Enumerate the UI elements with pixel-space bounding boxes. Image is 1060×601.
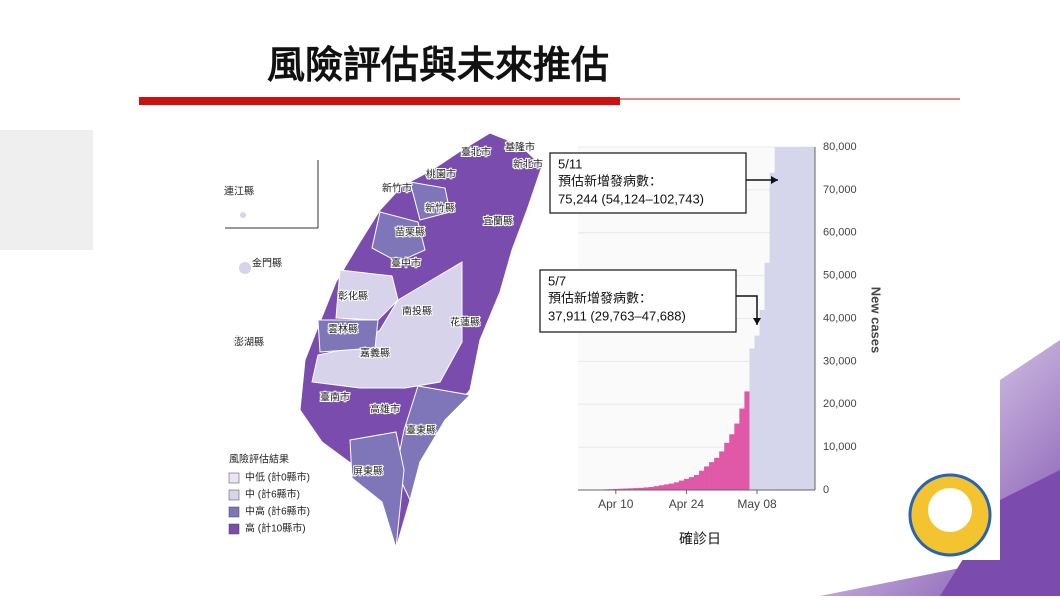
bar <box>749 349 754 490</box>
map-label: 苗栗縣 <box>395 227 425 239</box>
bar <box>659 485 664 490</box>
map-label: 桃園市 <box>426 168 456 181</box>
bar <box>674 482 679 490</box>
map-label: 基隆市 <box>505 141 535 154</box>
bar <box>654 486 659 490</box>
map-label: 新竹縣 <box>425 202 455 215</box>
legend-swatch <box>229 490 239 500</box>
y-tick-label: 50,000 <box>823 270 857 282</box>
bar <box>664 484 669 490</box>
island <box>239 262 251 274</box>
legend-label: 高 (計10縣市) <box>245 522 306 535</box>
map-label: 金門縣 <box>252 257 282 270</box>
y-tick-label: 80,000 <box>823 141 857 153</box>
map-label: 宜蘭縣 <box>483 215 513 228</box>
title: 風險評估與未來推估 <box>267 44 609 87</box>
bar <box>760 310 765 490</box>
map-label: 彰化縣 <box>338 290 368 303</box>
x-tick-label: Apr 24 <box>669 497 705 511</box>
legend-label: 中高 (計6縣市) <box>245 505 310 518</box>
bar <box>679 481 684 490</box>
x-tick-label: May 08 <box>737 497 777 511</box>
x-axis-label: 確診日 <box>679 531 721 547</box>
map-label: 花蓮縣 <box>450 316 480 329</box>
bar <box>709 462 714 490</box>
legend-label: 中低 (計0縣市) <box>245 471 310 484</box>
y-tick-label: 0 <box>823 484 829 496</box>
annotation-text: 預估新增發病數： <box>548 290 652 305</box>
map-label: 新竹市 <box>382 182 412 195</box>
annotation-value: 37,911 (29,763–47,688) <box>548 308 686 323</box>
annotation-value: 75,244 (54,124–102,743) <box>558 191 704 206</box>
y-tick-label: 60,000 <box>823 227 857 239</box>
bar <box>719 451 724 490</box>
map-label: 臺東縣 <box>406 424 436 437</box>
y-tick-label: 10,000 <box>823 441 857 453</box>
map-label: 連江縣 <box>224 185 254 198</box>
bar <box>669 484 674 490</box>
bar <box>714 458 719 490</box>
y-axis-label: New cases <box>869 287 884 354</box>
map-label: 新北市 <box>513 158 543 171</box>
legend-swatch <box>229 524 239 534</box>
y-tick-label: 20,000 <box>823 398 857 410</box>
map-label: 臺北市 <box>461 146 491 159</box>
bar <box>754 336 759 490</box>
bar <box>770 173 775 490</box>
legend-swatch <box>229 507 239 517</box>
y-tick-label: 30,000 <box>823 355 857 367</box>
decor <box>0 130 93 250</box>
legend-swatch <box>229 473 239 483</box>
annotation-date: 5/7 <box>548 273 566 288</box>
bar <box>765 263 770 490</box>
y-tick-label: 40,000 <box>823 312 857 324</box>
bar <box>704 466 709 490</box>
map-label: 南投縣 <box>402 305 432 318</box>
bar <box>744 391 749 490</box>
legend-label: 中 (計6縣市) <box>245 488 300 501</box>
y-tick-label: 70,000 <box>823 184 857 196</box>
map-label: 雲林縣 <box>328 323 358 336</box>
bar <box>684 479 689 490</box>
bar <box>734 424 739 490</box>
bar <box>694 475 699 490</box>
annotation-text: 預估新增發病數： <box>558 173 662 188</box>
island <box>240 212 246 218</box>
bar <box>699 471 704 490</box>
map-label: 澎湖縣 <box>234 337 264 349</box>
map-label: 高雄市 <box>370 403 400 416</box>
bar <box>729 434 734 490</box>
map-label: 臺南市 <box>320 391 350 404</box>
map-label: 嘉義縣 <box>360 347 390 360</box>
bar <box>724 443 729 490</box>
map-label: 屏東縣 <box>353 465 383 478</box>
bar <box>689 477 694 490</box>
x-tick-label: Apr 10 <box>598 497 634 511</box>
annotation-date: 5/11 <box>558 156 582 171</box>
title-rule <box>139 97 620 105</box>
map-label: 臺中市 <box>391 257 421 270</box>
logo <box>928 488 972 532</box>
bar <box>739 409 744 490</box>
legend-title: 風險評估結果 <box>229 453 289 466</box>
